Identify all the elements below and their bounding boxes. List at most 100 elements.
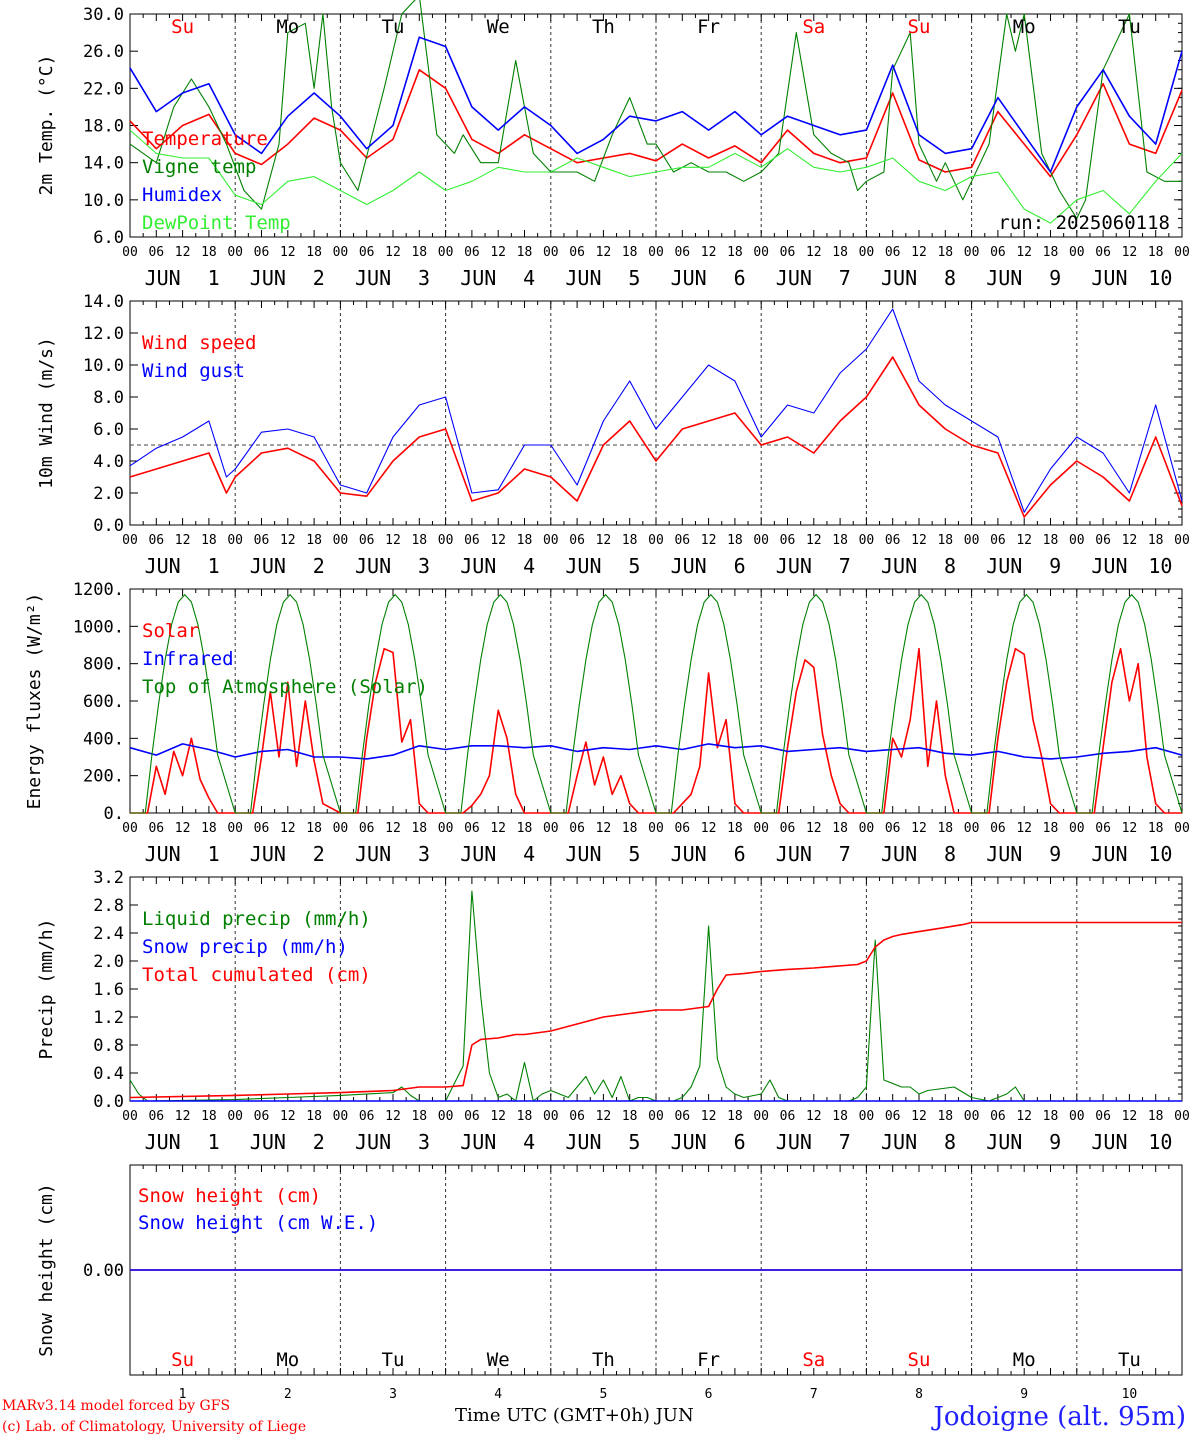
y-axis-label: Snow height (cm) bbox=[36, 1183, 57, 1356]
x-tick-label: 12 bbox=[175, 821, 191, 836]
x-tick-label: 00 bbox=[753, 533, 769, 548]
legend-entry: DewPoint Temp bbox=[142, 212, 291, 234]
series-line-temperature bbox=[129, 69, 1183, 178]
date-month-label: JUN bbox=[145, 554, 181, 578]
x-tick-label: 12 bbox=[385, 533, 401, 548]
y-tick-label: 30.0 bbox=[83, 5, 124, 25]
day-number-label: 6 bbox=[705, 1387, 713, 1402]
x-tick-label: 18 bbox=[832, 1109, 848, 1124]
x-tick-label: 18 bbox=[832, 821, 848, 836]
weekday-label: Mo bbox=[1013, 1349, 1036, 1371]
y-tick-label: 26.0 bbox=[83, 42, 124, 62]
date-month-label: JUN bbox=[355, 842, 391, 866]
date-day-label: 10 bbox=[1148, 266, 1172, 290]
y-tick-label: 800. bbox=[83, 655, 124, 675]
x-tick-label: 00 bbox=[438, 533, 454, 548]
day-number-label: 4 bbox=[494, 1387, 502, 1402]
panel-temp: 30.0 26.0 22.0 18.0 14.0 10.0 6.0 2m Temp. (°C)… bbox=[36, 0, 1190, 290]
x-tick-label: 18 bbox=[622, 245, 638, 260]
x-tick-label: 06 bbox=[464, 1109, 480, 1124]
x-tick-label: 12 bbox=[911, 245, 927, 260]
x-tick-label: 06 bbox=[254, 533, 270, 548]
x-tick-label: 00 bbox=[1069, 533, 1085, 548]
date-month-label: JUN bbox=[881, 554, 917, 578]
date-day-label: 6 bbox=[734, 266, 746, 290]
x-tick-label: 06 bbox=[885, 821, 901, 836]
date-month-label: JUN bbox=[145, 266, 181, 290]
date-month-label: JUN bbox=[145, 842, 181, 866]
x-tick-label: 18 bbox=[622, 821, 638, 836]
x-tick-label: 06 bbox=[780, 245, 796, 260]
x-tick-label: 12 bbox=[385, 245, 401, 260]
x-tick-label: 12 bbox=[596, 1109, 612, 1124]
date-month-label: JUN bbox=[250, 266, 286, 290]
weekday-label: Tu bbox=[382, 16, 405, 38]
x-tick-label: 00 bbox=[1069, 1109, 1085, 1124]
date-month-label: JUN bbox=[250, 1130, 286, 1154]
series-line-top-of-atmosphere-solar- bbox=[130, 594, 1183, 814]
x-tick-label: 18 bbox=[937, 533, 953, 548]
date-day-label: 5 bbox=[628, 266, 640, 290]
x-tick-label: 00 bbox=[648, 821, 664, 836]
x-tick-label: 00 bbox=[648, 1109, 664, 1124]
plot-frame bbox=[129, 588, 1183, 814]
date-day-label: 8 bbox=[944, 554, 956, 578]
date-month-label: JUN bbox=[671, 1130, 707, 1154]
legend-entry: Infrared bbox=[142, 648, 234, 670]
date-month-label: JUN bbox=[565, 842, 601, 866]
x-tick-label: 18 bbox=[1043, 1109, 1059, 1124]
x-tick-label: 06 bbox=[464, 533, 480, 548]
x-tick-label: 18 bbox=[201, 533, 217, 548]
date-month-label: JUN bbox=[1091, 554, 1127, 578]
weekday-label: Su bbox=[171, 16, 194, 38]
date-month-label: JUN bbox=[355, 1130, 391, 1154]
date-month-label: JUN bbox=[671, 266, 707, 290]
x-tick-label: 00 bbox=[648, 533, 664, 548]
y-tick-label: 10.0 bbox=[83, 356, 124, 376]
weekday-label: Fr bbox=[697, 16, 720, 38]
x-tick-label: 18 bbox=[1043, 821, 1059, 836]
y-tick-label: 600. bbox=[83, 692, 124, 712]
legend-entry: Temperature bbox=[142, 128, 268, 150]
x-tick-label: 18 bbox=[201, 245, 217, 260]
day-number-label: 9 bbox=[1020, 1387, 1028, 1402]
x-tick-label: 00 bbox=[964, 1109, 980, 1124]
x-tick-label: 06 bbox=[359, 1109, 375, 1124]
day-number-label: 2 bbox=[284, 1387, 292, 1402]
y-tick-label: 18.0 bbox=[83, 117, 124, 137]
y-tick-label: 12.0 bbox=[83, 324, 124, 344]
date-month-label: JUN bbox=[355, 266, 391, 290]
date-day-label: 7 bbox=[839, 266, 851, 290]
x-tick-label: 00 bbox=[1174, 245, 1190, 260]
date-day-label: 1 bbox=[208, 842, 220, 866]
weekday-label: We bbox=[487, 1349, 510, 1371]
x-tick-label: 06 bbox=[990, 821, 1006, 836]
y-axis-label: Precip (mm/h) bbox=[36, 919, 57, 1060]
x-tick-label: 00 bbox=[753, 821, 769, 836]
x-tick-label: 18 bbox=[517, 821, 533, 836]
date-day-label: 4 bbox=[523, 266, 535, 290]
x-tick-label: 00 bbox=[859, 821, 875, 836]
date-day-label: 10 bbox=[1148, 842, 1172, 866]
x-tick-label: 06 bbox=[148, 1109, 164, 1124]
x-tick-label: 00 bbox=[964, 821, 980, 836]
x-tick-label: 18 bbox=[1043, 533, 1059, 548]
x-tick-label: 00 bbox=[333, 533, 349, 548]
date-day-label: 6 bbox=[734, 842, 746, 866]
x-tick-label: 06 bbox=[674, 821, 690, 836]
date-day-label: 10 bbox=[1148, 1130, 1172, 1154]
x-tick-label: 18 bbox=[727, 1109, 743, 1124]
x-tick-label: 00 bbox=[122, 533, 138, 548]
series-line-vigne-temp bbox=[129, 0, 1182, 219]
date-day-label: 1 bbox=[208, 266, 220, 290]
panel-wind: 14.0 12.0 10.0 8.0 6.0 4.0 2.0 0.0 10m Wind (m/s… bbox=[36, 292, 1190, 578]
x-tick-label: 12 bbox=[490, 821, 506, 836]
date-month-label: JUN bbox=[145, 1130, 181, 1154]
x-tick-label: 06 bbox=[148, 245, 164, 260]
x-tick-label: 12 bbox=[175, 533, 191, 548]
y-tick-label: 6.0 bbox=[93, 228, 124, 248]
date-day-label: 9 bbox=[1049, 1130, 1061, 1154]
x-tick-label: 18 bbox=[1148, 821, 1164, 836]
x-tick-label: 18 bbox=[622, 1109, 638, 1124]
x-tick-label: 00 bbox=[859, 245, 875, 260]
